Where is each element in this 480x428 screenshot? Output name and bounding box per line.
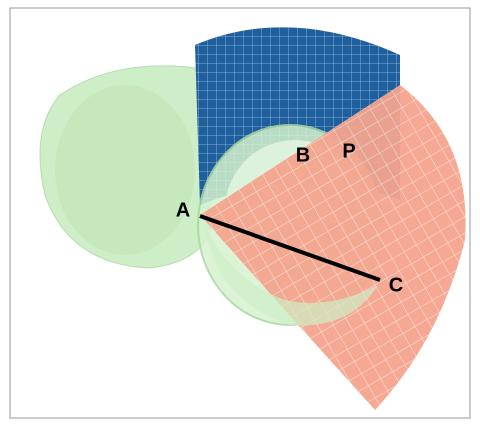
point-label: P (342, 140, 355, 162)
green-lobe (55, 85, 195, 255)
diagram: A B P C (0, 0, 480, 428)
point-label: B (296, 144, 310, 166)
point-label: C (389, 274, 403, 296)
point-label: A (176, 199, 190, 221)
